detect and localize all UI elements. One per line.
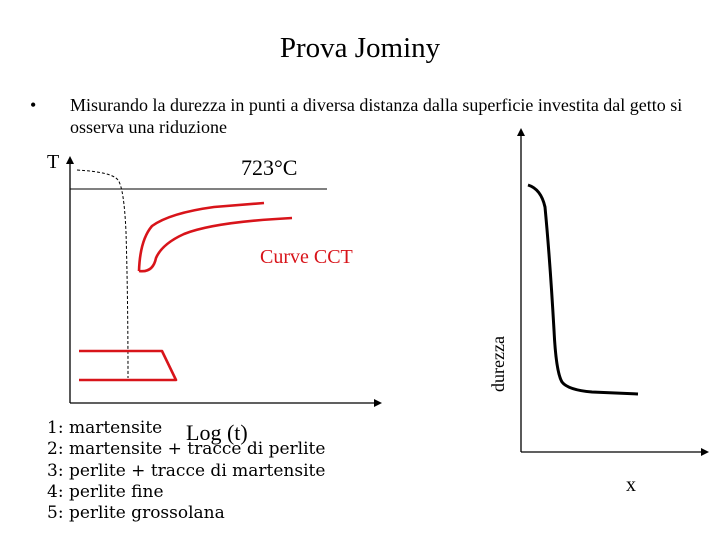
cct-y-axis-label: T <box>47 151 60 173</box>
hardness-axes <box>517 128 709 456</box>
hardness-curve <box>527 183 639 396</box>
cooling-curve <box>76 169 129 379</box>
legend-item: 4: perlite fine <box>47 481 164 502</box>
legend-item: 1: martensite <box>47 418 163 438</box>
legend-item: 3: perlite + tracce di martensite <box>47 460 326 481</box>
cct-curves-label: Curve CCT <box>260 246 353 268</box>
legend: 1: martensite 2: martensite + tracce di … <box>47 418 325 524</box>
cct-pearlite-start-curve <box>137 201 265 272</box>
hardness-y-axis-label: durezza <box>488 336 508 392</box>
temperature-label: 723°C <box>241 155 298 180</box>
legend-item: 2: martensite + tracce di perlite <box>47 439 326 460</box>
legend-item: 5: perlite grossolana <box>47 503 225 524</box>
bullet-text: Misurando la durezza in punti a diversa … <box>70 95 683 137</box>
cct-curves <box>79 201 293 382</box>
slide-title: Prova Jominy <box>279 32 441 64</box>
cct-x-axis-label: Log (t) <box>186 420 248 445</box>
hardness-x-axis-label: x <box>626 474 636 496</box>
cct-martensite-region <box>79 349 178 382</box>
cct-axes <box>66 156 382 407</box>
bullet-marker: • <box>30 95 37 115</box>
cct-pearlite-end-curve <box>138 216 293 273</box>
